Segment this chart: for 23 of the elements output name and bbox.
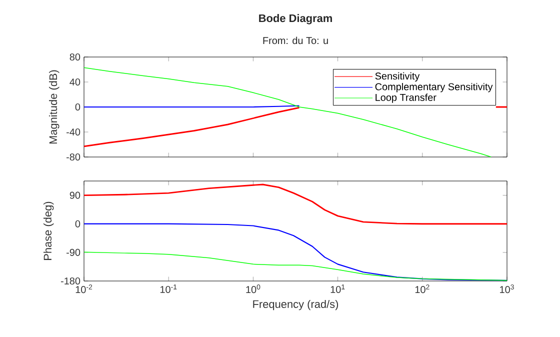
chart-title: Bode Diagram xyxy=(259,14,332,24)
y-tick-label: 0 xyxy=(75,103,80,111)
legend-label: Complementary Sensitivity xyxy=(375,82,493,92)
y-tick-label: 0 xyxy=(75,220,80,228)
y-tick-label: -80 xyxy=(66,153,80,161)
legend-label: Loop Transfer xyxy=(376,94,436,103)
y-axis-title: Phase (deg) xyxy=(43,202,54,260)
y-tick-label: -90 xyxy=(66,248,80,256)
x-tick-label: 10$^{2}$ xyxy=(415,284,430,294)
x-tick-label: 10$^{0}$ xyxy=(246,284,260,294)
x-tick-label: 10$^{-1}$ xyxy=(160,284,177,294)
legend-label: Sensitivity xyxy=(375,72,420,82)
y-axis-title: Magnitude (dB) xyxy=(49,70,60,144)
x-tick-label: 10$^{3}$ xyxy=(500,284,514,294)
chart-subtitle: From: du To: u xyxy=(263,36,328,44)
y-tick-label: -40 xyxy=(66,128,80,136)
x-tick-label: 10$^{1}$ xyxy=(330,284,345,294)
y-tick-label: 90 xyxy=(70,192,80,199)
y-tick-label: -180 xyxy=(60,277,80,285)
y-tick-label: 80 xyxy=(70,53,80,61)
y-tick-label: 40 xyxy=(70,78,80,86)
x-axis-title: Frequency (rad/s) xyxy=(253,300,338,310)
x-tick-label: 10$^{-2}$ xyxy=(76,284,92,294)
